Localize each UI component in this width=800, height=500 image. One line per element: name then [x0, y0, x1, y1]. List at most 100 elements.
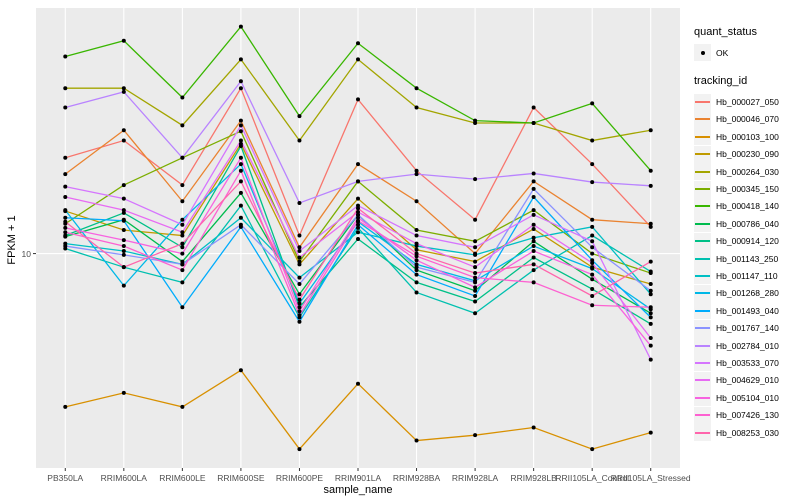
series-color-key-icon: [694, 354, 711, 372]
data-point: [356, 381, 360, 386]
data-point: [473, 259, 478, 264]
data-point: [531, 194, 536, 199]
legend-item: Hb_004629_010: [694, 371, 800, 389]
data-point: [297, 319, 302, 324]
series-color-key-icon: [694, 337, 711, 355]
data-point: [121, 228, 126, 233]
legend-item-label: Hb_002784_010: [716, 340, 779, 351]
data-point: [297, 233, 302, 238]
data-point: [531, 171, 536, 176]
data-point: [473, 239, 478, 244]
data-point: [297, 245, 302, 250]
x-axis-title: sample_name: [323, 484, 393, 496]
data-point: [121, 252, 126, 257]
x-tick-label: RRIM928LA: [451, 473, 499, 483]
legend-item-label: Hb_001493_040: [716, 305, 779, 316]
data-point: [356, 209, 360, 214]
data-point: [531, 208, 536, 213]
data-point: [414, 172, 419, 177]
data-point: [590, 303, 595, 308]
series-color-key-icon: [694, 284, 711, 302]
data-point: [297, 313, 302, 318]
x-tick-label: RRIM600SE: [217, 473, 265, 483]
data-point: [590, 277, 595, 282]
data-point: [356, 162, 360, 167]
data-point: [121, 265, 126, 270]
data-point: [180, 95, 185, 100]
data-point: [297, 301, 302, 306]
data-point: [297, 262, 302, 267]
data-point: [648, 305, 653, 310]
data-point: [531, 120, 536, 125]
data-point: [473, 285, 478, 290]
data-point: [414, 438, 419, 443]
legend-item-label: Hb_000027_050: [716, 97, 779, 108]
y-axis-title: FPKM + 1: [6, 215, 18, 265]
legend-item-label: Hb_000418_140: [716, 201, 779, 212]
data-point: [238, 129, 243, 134]
data-point: [590, 162, 595, 167]
series-color-key-icon: [694, 197, 711, 215]
data-point: [63, 233, 68, 238]
data-point: [648, 321, 653, 326]
data-point: [180, 259, 185, 264]
data-point: [180, 233, 185, 238]
data-point: [356, 179, 360, 184]
legend-item-label: Hb_000046_070: [716, 114, 779, 125]
data-point: [590, 233, 595, 238]
data-point: [297, 138, 302, 143]
legend: quant_status OK tracking_id Hb_000027_05…: [694, 26, 800, 441]
legend-item: Hb_001767_140: [694, 319, 800, 337]
data-point: [414, 262, 419, 267]
data-point: [531, 249, 536, 254]
data-point: [180, 262, 185, 267]
data-point: [590, 272, 595, 277]
data-point: [238, 162, 243, 167]
legend-item-label: Hb_001143_250: [716, 253, 779, 264]
data-point: [648, 282, 653, 287]
legend-item: Hb_000046_070: [694, 110, 800, 128]
legend-item-label: OK: [716, 47, 729, 58]
data-point: [414, 247, 419, 252]
legend-item: Hb_000230_090: [694, 145, 800, 163]
data-point: [121, 38, 126, 43]
data-point: [648, 259, 653, 264]
legend-item-label: Hb_007426_130: [716, 410, 779, 421]
data-point: [297, 200, 302, 205]
data-point: [121, 249, 126, 254]
data-point: [238, 24, 243, 29]
data-point: [180, 222, 185, 227]
data-point: [590, 266, 595, 271]
legend-item-label: Hb_005104_010: [716, 392, 779, 403]
data-point: [531, 262, 536, 267]
data-point: [648, 269, 653, 274]
data-point: [238, 368, 243, 373]
legend-item-label: Hb_003533_070: [716, 357, 779, 368]
legend-title-quant-status: quant_status: [694, 26, 757, 38]
series-color-key-icon: [694, 319, 711, 337]
data-point: [356, 215, 360, 220]
data-point: [473, 288, 478, 293]
data-point: [238, 57, 243, 62]
data-point: [297, 309, 302, 314]
y-tick-label: 10: [21, 248, 31, 259]
data-point: [531, 179, 536, 184]
data-point: [238, 86, 243, 91]
data-point: [63, 215, 68, 220]
data-point: [356, 218, 360, 223]
data-point: [414, 86, 419, 91]
data-point: [473, 311, 478, 316]
data-point: [473, 275, 478, 280]
data-point: [238, 203, 243, 208]
data-point: [648, 128, 653, 133]
data-point: [414, 258, 419, 263]
legend-item-label: Hb_000103_100: [716, 131, 779, 142]
data-point: [590, 217, 595, 222]
legend-item: Hb_000345_150: [694, 180, 800, 198]
data-point: [63, 172, 68, 177]
data-point: [121, 86, 126, 91]
data-point: [297, 447, 302, 452]
data-point: [590, 447, 595, 452]
data-point: [180, 404, 185, 409]
legend-item-label: Hb_001767_140: [716, 323, 779, 334]
